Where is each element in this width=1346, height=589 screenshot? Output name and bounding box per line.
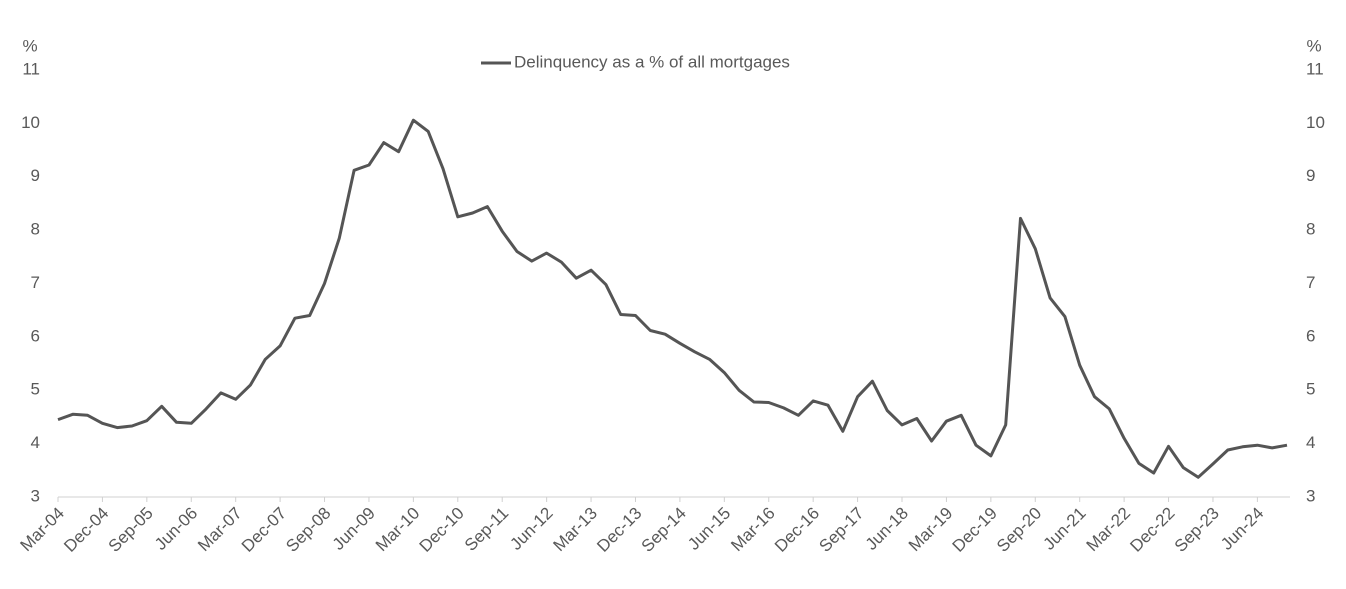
y2-axis-label: %: [1306, 36, 1321, 55]
y2-tick-label: 9: [1306, 166, 1315, 185]
legend-label: Delinquency as a % of all mortgages: [514, 52, 790, 71]
x-tick-label: Mar-13: [550, 504, 602, 556]
x-tick-label: Mar-04: [16, 504, 68, 556]
x-tick-label: Dec-07: [238, 504, 290, 556]
x-tick-label: Dec-13: [593, 504, 645, 556]
x-tick-label: Jun-09: [329, 504, 379, 554]
y-tick-label: 8: [31, 220, 40, 239]
x-tick-label: Dec-19: [949, 504, 1001, 556]
y2-tick-label: 10: [1306, 113, 1325, 132]
y-tick-label: 11: [22, 59, 40, 78]
x-tick-label: Mar-10: [372, 504, 424, 556]
y-tick-label: 9: [31, 166, 40, 185]
y-tick-label: 5: [31, 380, 40, 399]
series-line: [57, 118, 1288, 479]
x-tick-label: Dec-10: [416, 504, 468, 556]
x-tick-label: Sep-20: [993, 504, 1045, 556]
y2-tick-label: 7: [1306, 273, 1315, 292]
y2-tick-label: 5: [1306, 380, 1315, 399]
x-tick-label: Sep-08: [282, 504, 334, 556]
y2-tick-label: 4: [1306, 433, 1315, 452]
x-tick-label: Jun-21: [1040, 504, 1090, 554]
x-tick-label: Dec-04: [60, 504, 112, 556]
x-tick-label: Sep-05: [105, 504, 157, 556]
x-tick-label: Mar-22: [1083, 504, 1135, 556]
x-tick-label: Jun-12: [506, 504, 556, 554]
x-tick-label: Sep-23: [1171, 504, 1223, 556]
y-tick-label: 3: [31, 486, 40, 505]
x-tick-label: Mar-07: [194, 504, 246, 556]
y2-tick-label: 6: [1306, 326, 1315, 345]
y2-tick-label: 11: [1306, 59, 1324, 78]
y-tick-label: 7: [31, 273, 40, 292]
y-tick-label: 4: [31, 433, 40, 452]
x-tick-label: Dec-16: [771, 504, 823, 556]
y-tick-label: 10: [21, 113, 40, 132]
x-tick-label: Jun-24: [1217, 504, 1267, 554]
x-tick-label: Dec-22: [1126, 504, 1178, 556]
x-tick-label: Sep-14: [638, 504, 690, 556]
y-tick-label: 6: [31, 326, 40, 345]
x-tick-label: Jun-06: [151, 504, 201, 554]
x-tick-label: Mar-19: [905, 504, 957, 556]
x-tick-label: Sep-17: [815, 504, 867, 556]
y2-tick-label: 8: [1306, 220, 1315, 239]
y2-tick-label: 3: [1306, 486, 1315, 505]
x-tick-label: Jun-18: [862, 504, 912, 554]
y-axis-label: %: [22, 36, 37, 55]
x-tick-label: Sep-11: [461, 504, 512, 555]
x-tick-label: Jun-15: [684, 504, 734, 554]
x-tick-label: Mar-16: [727, 504, 779, 556]
